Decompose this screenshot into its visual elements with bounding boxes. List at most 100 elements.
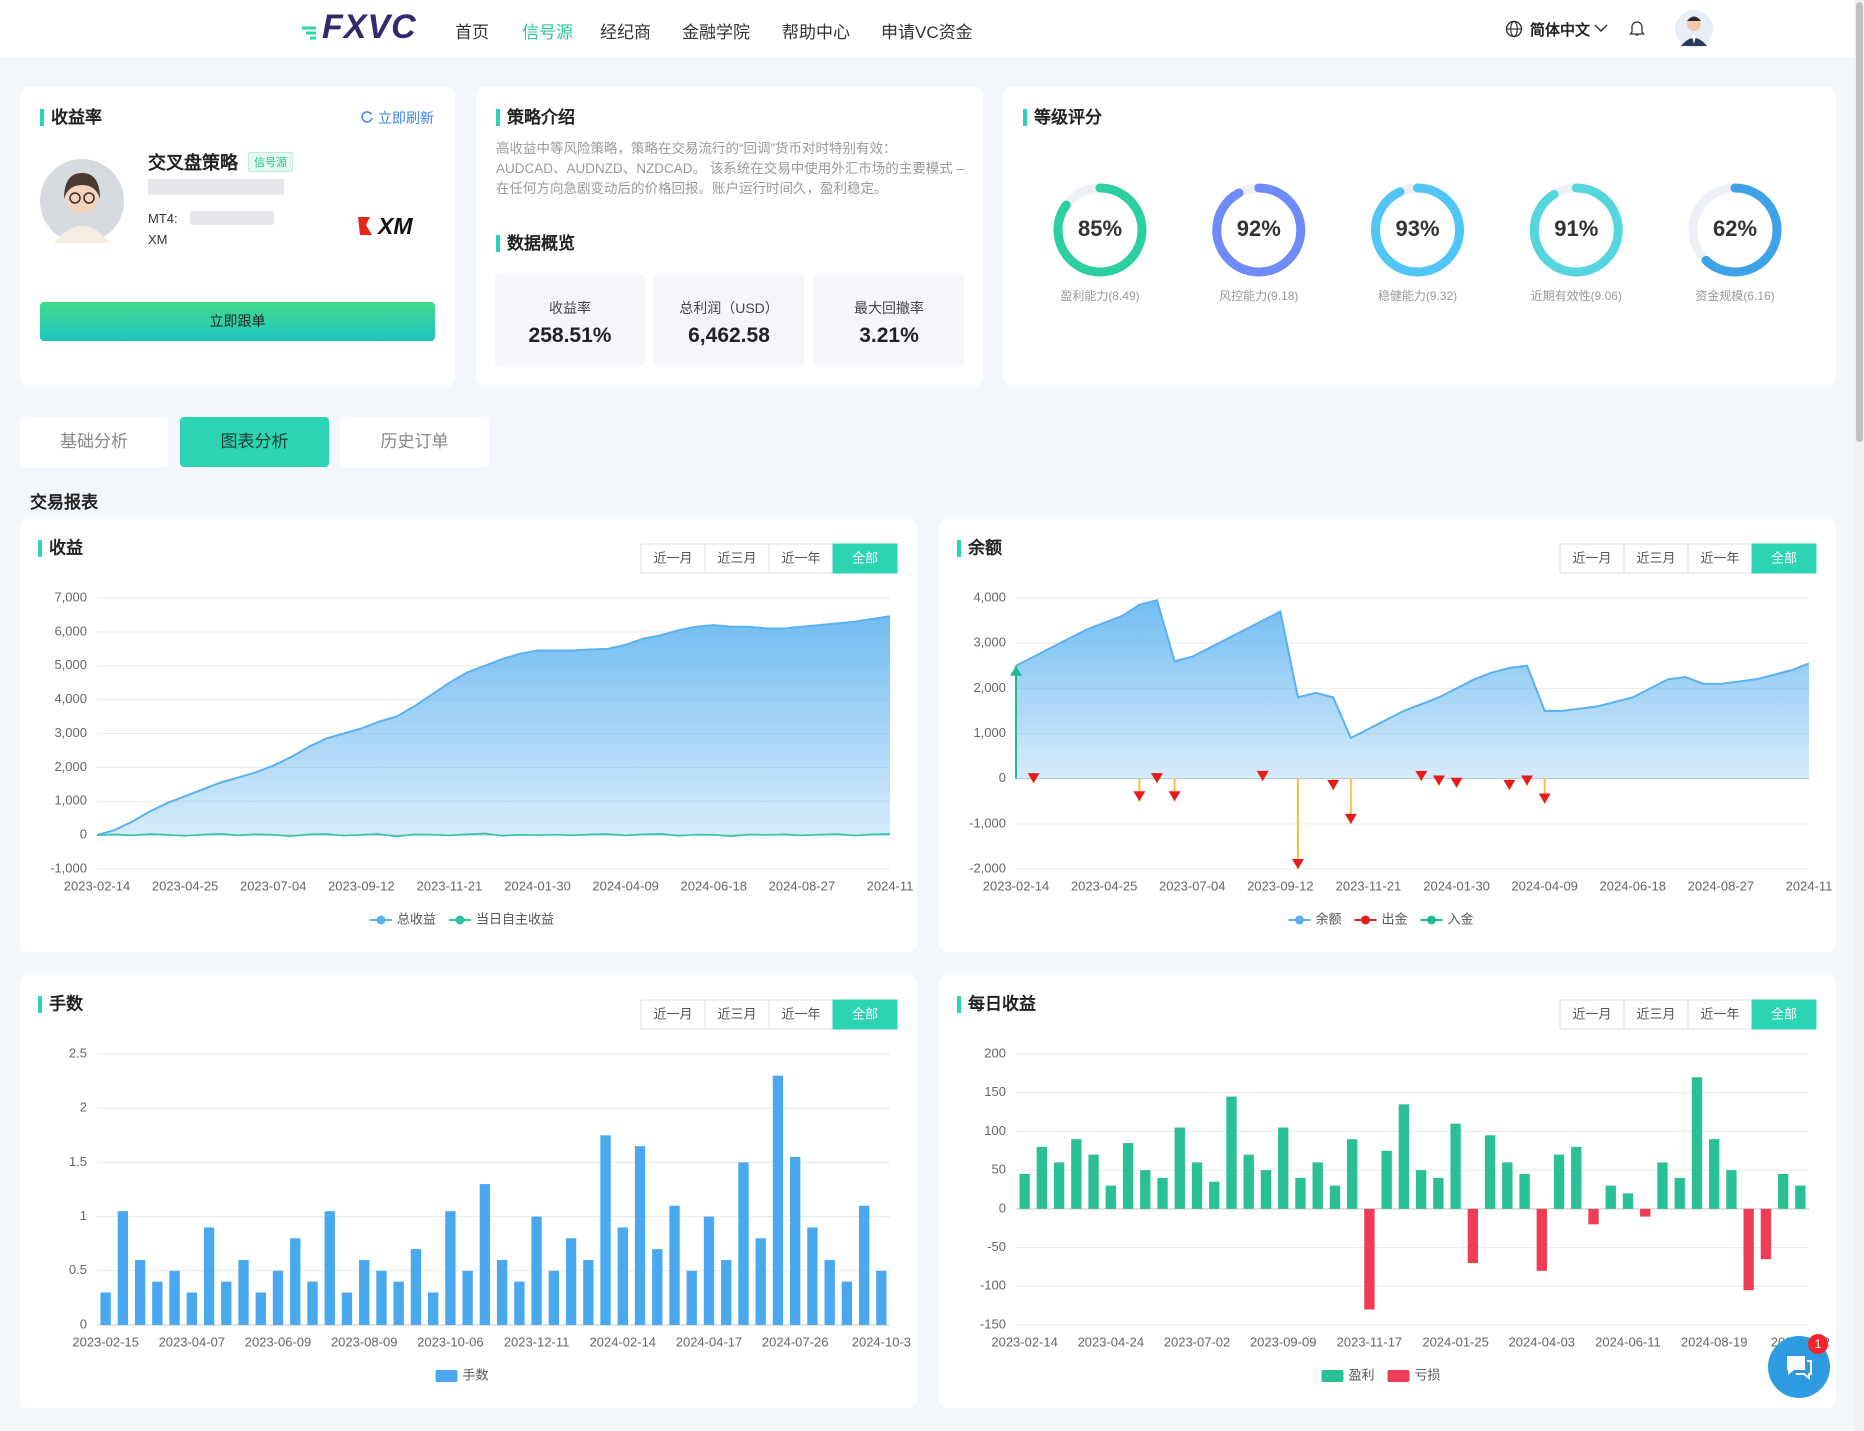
bar bbox=[272, 1270, 284, 1325]
range-button-label[interactable]: 近三月 bbox=[1636, 1006, 1675, 1021]
range-button-label[interactable]: 近一月 bbox=[653, 1006, 692, 1021]
chart-card: 余额 近一月 近三月 近一年 全部 -2,000 -1,000 0 1,000 2,000 3,00… bbox=[939, 518, 1836, 952]
x-tick-label: 2024-01-30 bbox=[504, 878, 571, 893]
legend-symbol[interactable] bbox=[1295, 915, 1304, 925]
range-button[interactable] bbox=[1623, 543, 1689, 574]
chat-button[interactable]: 1 bbox=[1768, 1334, 1830, 1398]
y-tick-label: 2.5 bbox=[69, 1045, 87, 1060]
legend-label[interactable]: 手数 bbox=[463, 1367, 489, 1382]
range-button[interactable] bbox=[1687, 999, 1753, 1030]
nav-item[interactable]: 信号源 bbox=[522, 23, 573, 42]
x-tick-label: 2024-06-18 bbox=[681, 878, 748, 893]
x-tick-label: 2024-04-17 bbox=[676, 1334, 743, 1349]
strategy-text: 高收益中等风险策略，策略在交易流行的“回调”货币对时特别有效：AUDCAD、AU… bbox=[496, 141, 965, 196]
legend-label[interactable]: 总收益 bbox=[397, 911, 436, 926]
card-title: 收益率 bbox=[40, 109, 102, 126]
nav-item[interactable]: 金融学院 bbox=[682, 23, 750, 42]
tab[interactable]: 历史订单 bbox=[340, 417, 489, 467]
refresh-link[interactable]: 立即刷新 bbox=[378, 110, 434, 126]
legend-symbol[interactable] bbox=[1387, 1370, 1410, 1382]
range-button-label[interactable]: 近一月 bbox=[1572, 550, 1611, 565]
title-marker bbox=[957, 540, 961, 557]
legend-label[interactable]: 入金 bbox=[1448, 911, 1474, 926]
bar bbox=[359, 1259, 370, 1325]
range-button-label[interactable]: 近一年 bbox=[781, 550, 820, 565]
scrollbar[interactable] bbox=[1855, 0, 1864, 1431]
range-button[interactable] bbox=[1559, 999, 1625, 1030]
range-button-label[interactable]: 近一月 bbox=[653, 550, 692, 565]
stat-value: 6,462.58 bbox=[688, 324, 770, 347]
legend-symbol[interactable] bbox=[1361, 915, 1370, 925]
range-button[interactable] bbox=[1751, 543, 1817, 574]
stem-marker bbox=[1521, 775, 1534, 786]
range-button-label[interactable]: 全部 bbox=[852, 550, 878, 565]
bar bbox=[652, 1249, 663, 1325]
range-button[interactable] bbox=[640, 999, 706, 1030]
y-tick-label: 4,000 bbox=[54, 691, 87, 706]
stat-label: 收益率 bbox=[549, 300, 591, 316]
globe-icon[interactable] bbox=[1505, 20, 1523, 38]
x-tick-label: 2024-08-27 bbox=[769, 878, 836, 893]
language[interactable]: 简体中文 bbox=[1530, 22, 1591, 39]
range-button-label[interactable]: 近一年 bbox=[1700, 1006, 1739, 1021]
ring-label: 稳健能力(9.32) bbox=[1378, 288, 1457, 303]
area-fill bbox=[97, 616, 890, 836]
bar bbox=[1743, 1208, 1754, 1291]
nav-item[interactable]: 经纪商 bbox=[600, 23, 651, 42]
legend-symbol[interactable] bbox=[1427, 915, 1436, 925]
y-tick-label: -1,000 bbox=[50, 860, 87, 875]
tab[interactable]: 图表分析 bbox=[180, 417, 329, 467]
x-tick-label: 2023-07-02 bbox=[1164, 1334, 1231, 1349]
blurred-text bbox=[148, 179, 284, 195]
bar bbox=[1502, 1162, 1513, 1209]
bar bbox=[634, 1146, 646, 1325]
legend-symbol[interactable] bbox=[435, 1370, 458, 1382]
x-tick-label: 2024-08-27 bbox=[1688, 878, 1755, 893]
range-button-label[interactable]: 近一年 bbox=[781, 1006, 820, 1021]
ring-value: 91% bbox=[1554, 216, 1598, 241]
range-button[interactable] bbox=[832, 999, 898, 1030]
range-button[interactable] bbox=[1751, 999, 1817, 1030]
range-button[interactable] bbox=[768, 543, 834, 574]
stem-marker bbox=[1256, 770, 1269, 781]
range-button[interactable] bbox=[768, 999, 834, 1030]
bell-icon[interactable] bbox=[1629, 19, 1645, 37]
legend-symbol[interactable] bbox=[376, 915, 386, 925]
range-button[interactable] bbox=[640, 543, 706, 574]
bar bbox=[152, 1281, 163, 1325]
refresh-icon[interactable] bbox=[360, 110, 374, 124]
nav-item[interactable]: 申请VC资金 bbox=[881, 23, 973, 42]
range-button[interactable] bbox=[832, 543, 898, 574]
follow-button[interactable]: 立即跟单 bbox=[40, 302, 435, 341]
range-button-label[interactable]: 全部 bbox=[1771, 550, 1797, 565]
range-button-label[interactable]: 近三月 bbox=[717, 1006, 756, 1021]
range-button-label[interactable]: 全部 bbox=[1771, 1006, 1797, 1021]
y-tick-label: -2,000 bbox=[969, 860, 1006, 875]
range-button[interactable] bbox=[1559, 543, 1625, 574]
range-button-label[interactable]: 近一年 bbox=[1700, 550, 1739, 565]
logo[interactable]: FXVC bbox=[322, 8, 417, 46]
nav-item[interactable]: 帮助中心 bbox=[782, 23, 850, 42]
legend-symbol[interactable] bbox=[1321, 1370, 1344, 1382]
legend-label[interactable]: 盈利 bbox=[1349, 1367, 1375, 1382]
range-button[interactable] bbox=[704, 543, 770, 574]
y-tick-label: 50 bbox=[992, 1162, 1006, 1177]
user-avatar[interactable] bbox=[1674, 9, 1714, 49]
range-button-label[interactable]: 近一月 bbox=[1572, 1006, 1611, 1021]
tab[interactable]: 基础分析 bbox=[20, 417, 168, 467]
stem-marker bbox=[1503, 779, 1516, 790]
legend-symbol[interactable] bbox=[455, 915, 465, 925]
range-button-label[interactable]: 近三月 bbox=[1636, 550, 1675, 565]
legend-label[interactable]: 出金 bbox=[1382, 911, 1408, 926]
bar bbox=[1484, 1135, 1496, 1209]
legend-label[interactable]: 当日自主收益 bbox=[476, 911, 554, 926]
legend-label[interactable]: 亏损 bbox=[1415, 1367, 1441, 1382]
range-button-label[interactable]: 全部 bbox=[852, 1006, 878, 1021]
x-tick-label: 2023-06-09 bbox=[245, 1334, 312, 1349]
range-button-label[interactable]: 近三月 bbox=[717, 550, 756, 565]
legend-label[interactable]: 余额 bbox=[1316, 911, 1342, 926]
chevron[interactable] bbox=[1594, 23, 1608, 33]
scrollbar-thumb[interactable] bbox=[1856, 2, 1863, 442]
range-button[interactable] bbox=[1623, 999, 1689, 1030]
nav-item[interactable]: 首页 bbox=[455, 23, 489, 42]
